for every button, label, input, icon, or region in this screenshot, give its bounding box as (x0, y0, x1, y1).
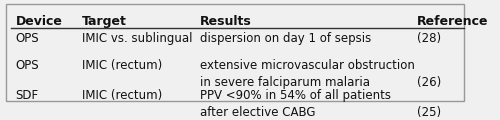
Text: PPV <90% in 54% of all patients: PPV <90% in 54% of all patients (200, 89, 390, 102)
Text: IMIC (rectum): IMIC (rectum) (82, 59, 162, 72)
Text: dispersion on day 1 of sepsis: dispersion on day 1 of sepsis (200, 32, 371, 45)
Text: in severe falciparum malaria: in severe falciparum malaria (200, 76, 370, 89)
FancyBboxPatch shape (6, 4, 464, 101)
Text: IMIC vs. sublingual: IMIC vs. sublingual (82, 32, 192, 45)
Text: Results: Results (200, 15, 252, 28)
Text: Target: Target (82, 15, 126, 28)
Text: OPS: OPS (16, 32, 39, 45)
Text: Reference: Reference (417, 15, 488, 28)
Text: after elective CABG: after elective CABG (200, 106, 315, 119)
Text: IMIC (rectum): IMIC (rectum) (82, 89, 162, 102)
Text: Device: Device (16, 15, 62, 28)
Text: (28): (28) (417, 32, 441, 45)
Text: extensive microvascular obstruction: extensive microvascular obstruction (200, 59, 414, 72)
Text: (25): (25) (417, 106, 441, 119)
Text: SDF: SDF (16, 89, 38, 102)
Text: (26): (26) (417, 76, 441, 89)
Text: OPS: OPS (16, 59, 39, 72)
